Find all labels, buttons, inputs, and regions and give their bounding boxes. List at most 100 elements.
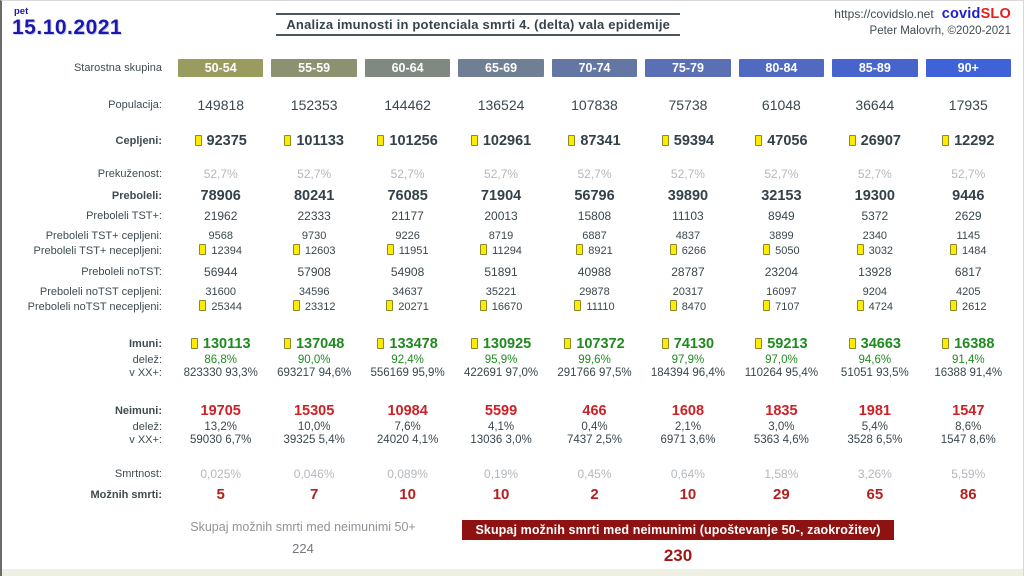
value-cell: 3032: [828, 244, 921, 257]
row-preboleli-notst-cepljeni: Preboleli noTST cepljeni: 31600 34596 3463…: [2, 286, 1023, 298]
value-cell: 76085: [387, 188, 428, 204]
value-cell: 7107: [735, 300, 828, 313]
value-cell: 25344: [174, 300, 267, 313]
value-cell: 0,025%: [200, 467, 242, 481]
immune-marker-icon: [283, 338, 291, 349]
value-cell: 12394: [174, 244, 267, 257]
value-cell: 6817: [954, 265, 982, 279]
value-cell: 51891: [484, 265, 518, 279]
value-cell: 34663: [828, 336, 921, 352]
summary-total-value: 230: [663, 546, 693, 565]
row-moznih-smrti: Možnih smrti: 5 7 10 10 2 10 29 65 86: [2, 486, 1023, 503]
value-cell: 47056: [735, 133, 828, 149]
row-label: Smrtnost:: [114, 468, 162, 480]
value-cell: 52,7%: [203, 167, 238, 181]
value-cell: 8921: [548, 244, 641, 257]
unvaccinated-marker-icon: [574, 300, 582, 311]
value-cell: 19705: [200, 403, 241, 419]
value-cell: 1981: [858, 403, 891, 419]
value-cell: 34637: [392, 286, 423, 298]
bottom-strip: [2, 569, 1023, 576]
value-cell: 21962: [204, 209, 238, 223]
unvaccinated-marker-icon: [386, 300, 394, 311]
value-cell: 9730: [301, 230, 327, 242]
value-cell: 26907: [828, 133, 921, 149]
value-cell: 61048: [761, 97, 801, 113]
row-label: v XX+:: [129, 434, 162, 446]
row-label: v XX+:: [129, 367, 162, 379]
row-populacija: Populacija: 149818 152353 144462 136524 1078…: [2, 97, 1023, 113]
age-group-chip: 80-84: [738, 59, 825, 77]
row-label: Cepljeni:: [115, 135, 162, 147]
author-credit: Peter Malovrh, ©2020-2021: [869, 25, 1011, 37]
value-cell: 8,6%: [955, 421, 982, 433]
row-label: Preboleli:: [111, 190, 162, 202]
age-group-chip: 50-54: [178, 59, 264, 77]
immune-marker-icon: [661, 338, 669, 349]
value-cell: 16097: [766, 286, 797, 298]
age-group-cell: 75-79: [641, 59, 734, 77]
unvaccinated-marker-icon: [199, 300, 207, 311]
row-label: Preboleli TST+:: [86, 210, 162, 222]
value-cell: 92375: [174, 133, 267, 149]
unvaccinated-marker-icon: [950, 244, 958, 255]
site-link[interactable]: https://covidslo.net: [834, 7, 934, 21]
immune-marker-icon: [755, 338, 763, 349]
value-cell: 97,9%: [671, 354, 705, 366]
unvaccinated-marker-icon: [292, 244, 300, 255]
value-cell: 149818: [197, 97, 245, 113]
value-cell: 823330 93,3%: [183, 367, 258, 379]
value-cell: 65: [866, 486, 884, 503]
value-cell: 8470: [641, 300, 734, 313]
value-cell: 19300: [854, 188, 895, 204]
value-cell: 5,4%: [861, 421, 888, 433]
value-cell: 31600: [205, 286, 237, 298]
logo-slo-part: SLO: [980, 6, 1011, 22]
value-cell: 0,046%: [293, 467, 335, 481]
value-cell: 137048: [267, 336, 360, 352]
row-label: Preboleli TST+ cepljeni:: [45, 230, 162, 242]
value-cell: 0,089%: [387, 467, 428, 481]
value-cell: 20317: [672, 286, 704, 298]
value-cell: 101133: [267, 133, 360, 149]
row-label: Populacija:: [108, 99, 162, 111]
vaccinated-marker-icon: [848, 135, 856, 146]
value-cell: 54908: [390, 265, 425, 279]
age-group-cell: 70-74: [548, 59, 641, 77]
value-cell: 0,4%: [581, 421, 608, 433]
row-preboleli-tst-necepljeni: Preboleli TST+ necepljeni: 12394 12603 119…: [2, 244, 1023, 257]
vaccinated-marker-icon: [661, 135, 669, 146]
age-group-chip: 85-89: [832, 59, 918, 77]
page-header: pet 15.10.2021 Analiza imunosti in poten…: [2, 1, 1023, 49]
value-cell: 1835: [765, 403, 798, 419]
vaccinated-marker-icon: [377, 135, 385, 146]
value-cell: 0,45%: [577, 467, 612, 481]
value-cell: 9446: [952, 188, 985, 204]
date-block: pet 15.10.2021: [12, 6, 122, 38]
row-neimuni-delez: delež: 13,2% 10,0% 7,6% 4,1% 0,4% 2,1% 3,0% 5,4…: [2, 421, 1023, 433]
value-cell: 56944: [204, 265, 238, 279]
immune-marker-icon: [470, 338, 478, 349]
value-cell: 0,19%: [484, 467, 519, 481]
value-cell: 1547 8,6%: [940, 434, 996, 446]
row-preboleli-tst: Preboleli TST+: 21962 22333 21177 20013 1580…: [2, 209, 1023, 223]
value-cell: 9568: [208, 230, 233, 242]
value-cell: 1547: [952, 403, 985, 419]
value-cell: 12603: [267, 244, 360, 257]
row-label: Preboleli noTST necepljeni:: [27, 300, 162, 313]
value-cell: 23204: [764, 265, 799, 279]
value-cell: 10984: [387, 403, 428, 419]
vaccinated-marker-icon: [568, 135, 576, 146]
value-cell: 11951: [361, 244, 454, 257]
value-cell: 28787: [671, 265, 705, 279]
value-cell: 0,64%: [670, 467, 705, 481]
row-preboleli-notst-necepljeni: Preboleli noTST necepljeni: 25344 23312 20…: [2, 300, 1023, 313]
age-group-chip: 65-69: [458, 59, 544, 77]
row-preboleli: Preboleli: 78906 80241 76085 71904 56796 3989…: [2, 188, 1023, 204]
value-cell: 11294: [454, 244, 547, 257]
value-cell: 87341: [548, 133, 641, 149]
age-group-cell: 60-64: [361, 59, 454, 77]
value-cell: 17935: [948, 97, 988, 113]
row-preboleli-tst-cepljeni: Preboleli TST+ cepljeni: 9568 9730 9226 871…: [2, 230, 1023, 242]
value-cell: 34596: [298, 286, 330, 298]
